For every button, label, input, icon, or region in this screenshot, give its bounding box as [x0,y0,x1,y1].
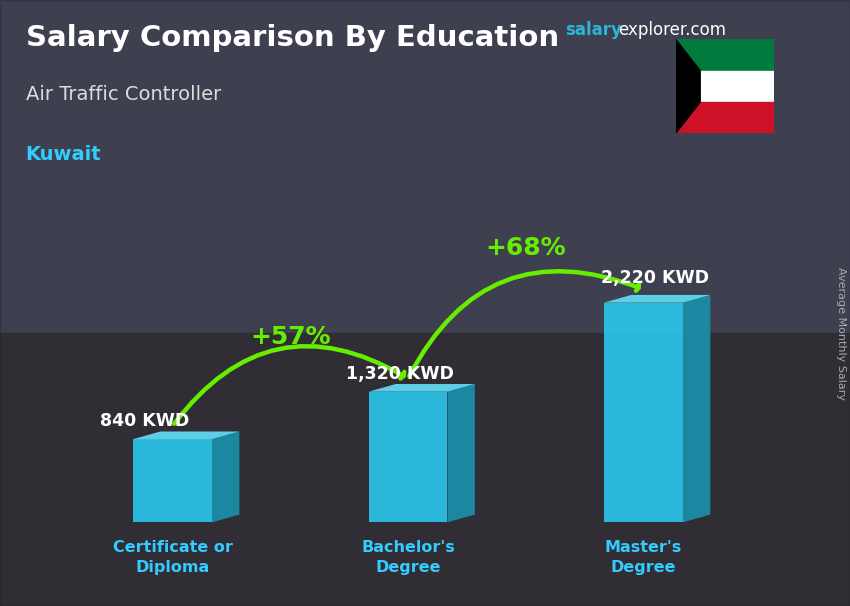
Text: 2,220 KWD: 2,220 KWD [601,269,709,287]
Polygon shape [369,384,475,391]
Text: Master's
Degree: Master's Degree [605,540,682,574]
Polygon shape [133,431,240,439]
Text: Average Monthly Salary: Average Monthly Salary [836,267,846,400]
Text: Salary Comparison By Education: Salary Comparison By Education [26,24,558,52]
Bar [0,0,850,333]
Text: +57%: +57% [250,325,331,349]
Polygon shape [604,295,711,302]
Text: salary: salary [565,21,622,39]
Text: 840 KWD: 840 KWD [100,413,190,430]
Bar [676,39,774,71]
Text: 1,320 KWD: 1,320 KWD [346,365,454,383]
Bar [676,102,774,133]
Polygon shape [604,302,683,522]
Text: Kuwait: Kuwait [26,145,101,164]
Polygon shape [683,295,711,522]
Polygon shape [447,384,475,522]
Polygon shape [369,391,447,522]
Text: Air Traffic Controller: Air Traffic Controller [26,85,221,104]
Polygon shape [133,439,212,522]
Text: Bachelor's
Degree: Bachelor's Degree [361,540,455,574]
Polygon shape [676,39,700,133]
Bar [676,71,774,102]
Text: +68%: +68% [485,236,566,260]
Text: explorer.com: explorer.com [618,21,726,39]
Text: Certificate or
Diploma: Certificate or Diploma [112,540,232,574]
Polygon shape [212,431,240,522]
Bar [0,333,850,606]
